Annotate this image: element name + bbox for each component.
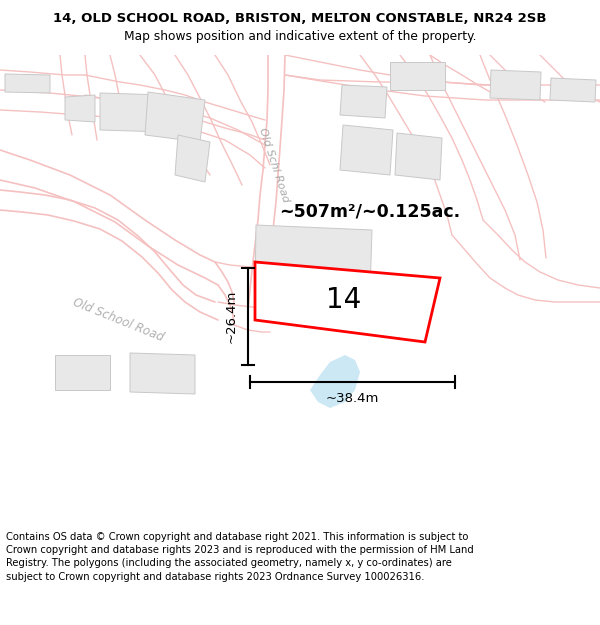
Polygon shape <box>390 62 445 90</box>
Polygon shape <box>255 262 440 342</box>
Polygon shape <box>130 353 195 394</box>
Polygon shape <box>55 355 110 390</box>
Text: Old Schl Road: Old Schl Road <box>257 126 291 204</box>
Polygon shape <box>5 74 50 93</box>
Text: ~26.4m: ~26.4m <box>225 290 238 343</box>
Polygon shape <box>175 135 210 182</box>
Text: ~38.4m: ~38.4m <box>326 392 379 405</box>
Polygon shape <box>490 70 541 100</box>
Polygon shape <box>550 78 596 102</box>
Text: 14: 14 <box>326 286 361 314</box>
Polygon shape <box>340 85 387 118</box>
Text: Contains OS data © Crown copyright and database right 2021. This information is : Contains OS data © Crown copyright and d… <box>6 532 474 581</box>
Text: 14, OLD SCHOOL ROAD, BRISTON, MELTON CONSTABLE, NR24 2SB: 14, OLD SCHOOL ROAD, BRISTON, MELTON CON… <box>53 12 547 25</box>
Polygon shape <box>100 93 165 132</box>
Polygon shape <box>255 225 372 292</box>
Polygon shape <box>395 133 442 180</box>
Text: Old School Road: Old School Road <box>71 296 166 344</box>
Polygon shape <box>65 95 95 122</box>
Text: Map shows position and indicative extent of the property.: Map shows position and indicative extent… <box>124 30 476 43</box>
Polygon shape <box>145 92 205 142</box>
Text: ~507m²/~0.125ac.: ~507m²/~0.125ac. <box>280 203 461 221</box>
Polygon shape <box>340 125 393 175</box>
Polygon shape <box>310 355 360 408</box>
